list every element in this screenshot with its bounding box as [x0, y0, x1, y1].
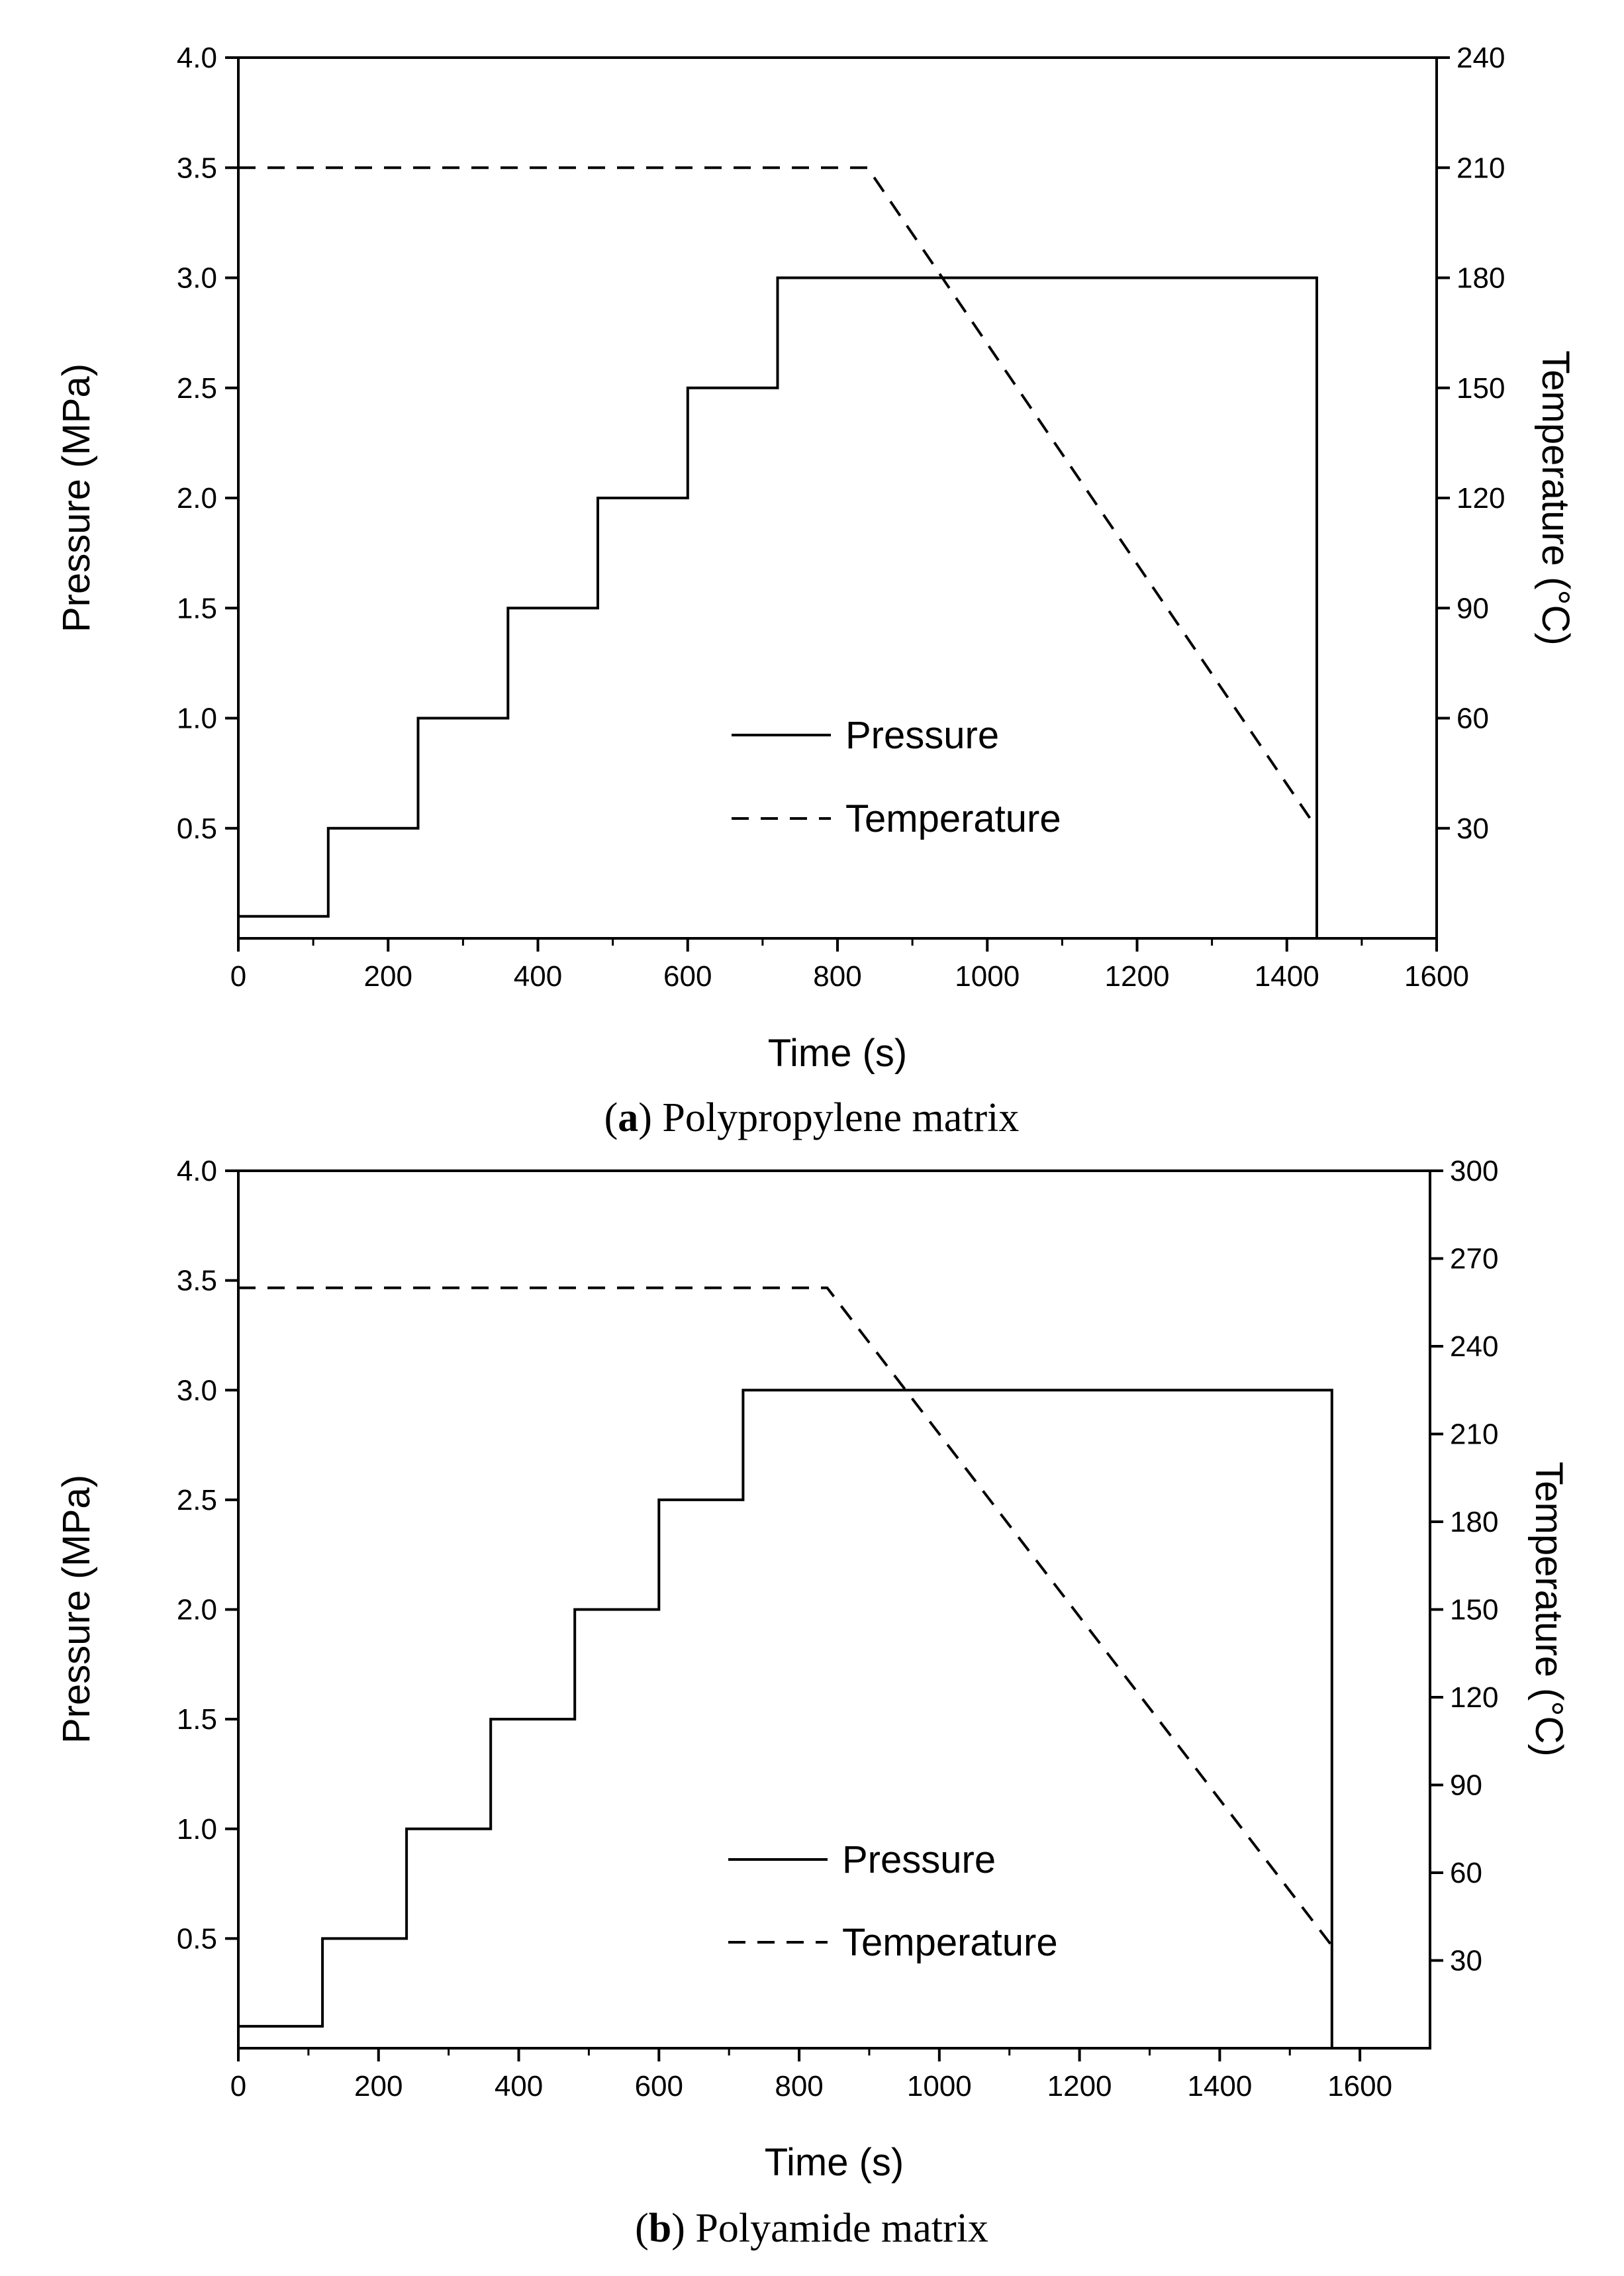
y2-tick-label: 180 [1450, 1506, 1498, 1538]
y-tick-label: 1.5 [177, 1703, 217, 1736]
x-tick-label: 0 [230, 2070, 246, 2103]
caption-open: ( [604, 1095, 618, 1140]
series-line-temperature [238, 1286, 1333, 1947]
y2-tick-label: 30 [1450, 1945, 1482, 1977]
y2-tick-label: 60 [1457, 703, 1489, 735]
caption-text: ) Polyamide matrix [671, 2206, 988, 2251]
y-tick-label: 1.5 [177, 592, 217, 624]
chart-panel-a: 0 200 400 600 800 1000 1200 1400 1600 0.5 1.0 1.5 2… [55, 42, 1577, 1140]
y-tick-label: 2.0 [177, 482, 217, 515]
y-tick-label: 1.0 [177, 1813, 217, 1846]
y2-tick-label: 120 [1457, 482, 1505, 515]
x-tick-label: 1400 [1255, 960, 1319, 993]
x-tick-label: 1000 [955, 960, 1020, 993]
legend-label-pressure: Pressure [845, 714, 999, 757]
y-tick-label: 1.0 [177, 703, 217, 735]
y2-axis-title: Temperature (°C) [1527, 1461, 1570, 1756]
y2-tick-label: 240 [1450, 1330, 1498, 1363]
x-tick-label: 1000 [907, 2070, 972, 2103]
series-layer [238, 166, 1318, 938]
x-tick-label: 1600 [1327, 2070, 1392, 2103]
y-axis-title: Pressure (MPa) [55, 364, 98, 632]
legend: Pressure Temperature [728, 1838, 1058, 1964]
caption-open: ( [635, 2206, 649, 2251]
y-tick-label: 3.0 [177, 1374, 217, 1407]
y-tick-label: 3.5 [177, 152, 217, 184]
y-tick-label: 2.0 [177, 1594, 217, 1626]
x-axis-ticks: 0 200 400 600 800 1000 1200 1400 1600 [230, 938, 1469, 993]
y2-tick-label: 90 [1450, 1769, 1482, 1802]
y2-tick-label: 210 [1457, 152, 1505, 184]
y-axis-ticks: 0.5 1.0 1.5 2.0 2.5 3.0 3.5 4.0 [177, 42, 238, 845]
series-line-pressure [238, 1389, 1333, 2048]
y-tick-label: 2.5 [177, 372, 217, 405]
y2-axis-title: Temperature (°C) [1534, 350, 1577, 645]
y2-tick-label: 300 [1450, 1155, 1498, 1187]
x-tick-label: 400 [514, 960, 562, 993]
series-line-temperature [238, 166, 1318, 829]
y2-axis-ticks: 30 60 90 120 150 180 210 240 [1437, 42, 1505, 845]
x-axis-ticks: 0 200 400 600 800 1000 1200 1400 1600 [230, 2048, 1392, 2103]
y2-tick-label: 240 [1457, 42, 1505, 74]
x-axis-title: Time (s) [768, 1032, 907, 1075]
x-tick-label: 200 [364, 960, 412, 993]
x-tick-label: 1400 [1187, 2070, 1252, 2103]
x-tick-label: 400 [495, 2070, 543, 2103]
y-tick-label: 3.0 [177, 262, 217, 295]
x-tick-label: 200 [354, 2070, 403, 2103]
x-axis-title: Time (s) [765, 2141, 904, 2184]
y-axis-title: Pressure (MPa) [55, 1475, 98, 1744]
legend-label-temperature: Temperature [842, 1921, 1058, 1964]
caption-letter: b [649, 2206, 671, 2251]
y2-tick-label: 30 [1457, 813, 1489, 845]
y2-tick-label: 180 [1457, 262, 1505, 295]
legend-label-temperature: Temperature [845, 797, 1061, 840]
y-tick-label: 4.0 [177, 1155, 217, 1187]
y2-tick-label: 150 [1450, 1594, 1498, 1626]
y2-axis-ticks: 30 60 90 120 150 180 210 240 270 300 [1430, 1155, 1498, 1977]
caption-text: ) Polypropylene matrix [638, 1095, 1019, 1140]
y2-tick-label: 90 [1457, 592, 1489, 624]
panel-caption: (b) Polyamide matrix [635, 2206, 988, 2251]
series-line-pressure [238, 276, 1318, 938]
y2-tick-label: 60 [1450, 1857, 1482, 1889]
x-tick-label: 0 [230, 960, 246, 993]
legend: Pressure Temperature [732, 714, 1061, 840]
x-tick-label: 800 [813, 960, 861, 993]
x-tick-label: 1600 [1404, 960, 1469, 993]
y2-tick-label: 150 [1457, 372, 1505, 405]
caption-letter: a [618, 1095, 638, 1140]
legend-label-pressure: Pressure [842, 1838, 996, 1881]
x-tick-label: 600 [663, 960, 712, 993]
y-tick-label: 4.0 [177, 42, 217, 74]
panel-caption: (a) Polypropylene matrix [604, 1095, 1020, 1140]
y-tick-label: 0.5 [177, 1922, 217, 1955]
chart-panel-b: 0 200 400 600 800 1000 1200 1400 1600 0.5 1.0 1.5 2… [55, 1155, 1570, 2251]
y2-tick-label: 270 [1450, 1243, 1498, 1275]
x-tick-label: 1200 [1105, 960, 1170, 993]
y2-tick-label: 210 [1450, 1418, 1498, 1451]
plot-frame [237, 1169, 1431, 2050]
y-tick-label: 2.5 [177, 1484, 217, 1516]
x-tick-label: 600 [635, 2070, 683, 2103]
y-tick-label: 3.5 [177, 1265, 217, 1297]
y2-tick-label: 120 [1450, 1681, 1498, 1714]
x-tick-label: 1200 [1047, 2070, 1112, 2103]
y-axis-ticks: 0.5 1.0 1.5 2.0 2.5 3.0 3.5 4.0 [177, 1155, 238, 1955]
series-layer [238, 1286, 1333, 2048]
x-tick-label: 800 [775, 2070, 823, 2103]
y-tick-label: 0.5 [177, 813, 217, 845]
